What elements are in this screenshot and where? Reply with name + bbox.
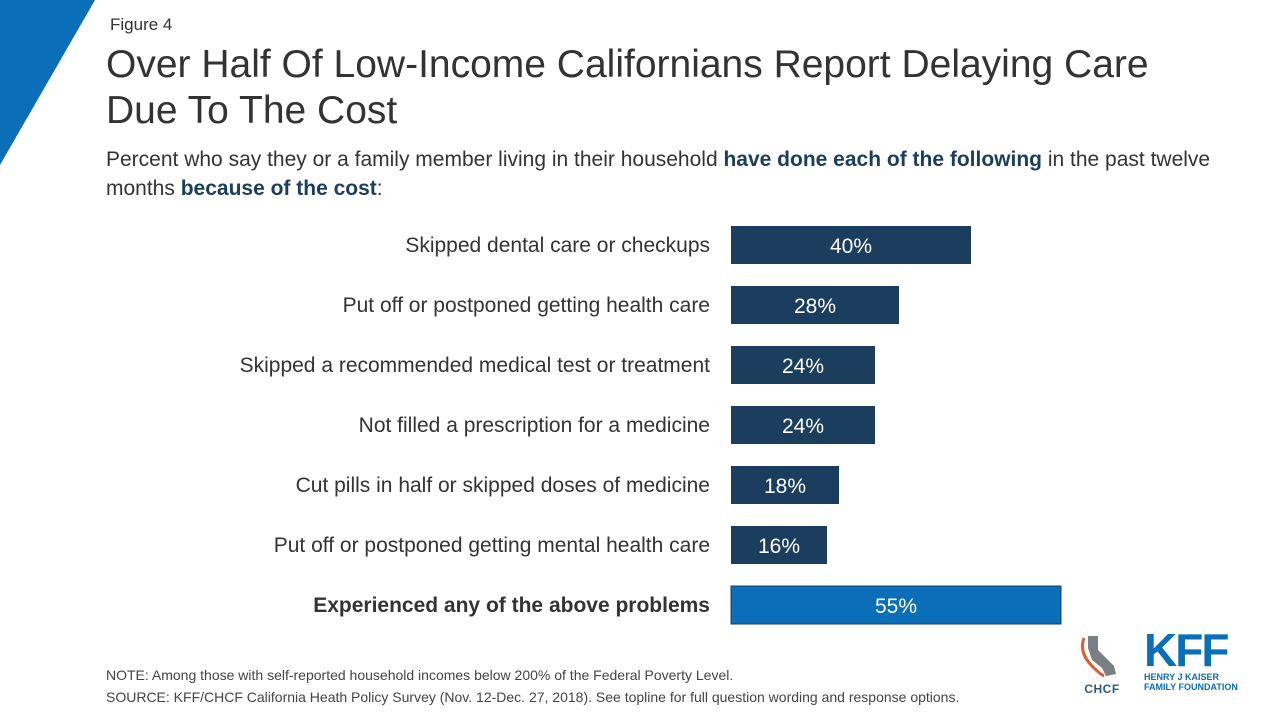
category-label-4: Cut pills in half or skipped doses of me…: [296, 474, 710, 497]
value-label-1: 28%: [794, 295, 836, 318]
source-text: SOURCE: KFF/CHCF California Heath Policy…: [106, 689, 960, 705]
kff-logo: KFF HENRY J KAISER FAMILY FOUNDATION: [1144, 624, 1244, 698]
value-label-6: 55%: [875, 595, 917, 618]
category-label-2: Skipped a recommended medical test or tr…: [240, 354, 711, 377]
bar-0: [731, 226, 971, 264]
subtitle-part2: in the past twelve months: [106, 148, 1211, 200]
value-label-5: 16%: [758, 535, 800, 558]
bar-2: [731, 346, 875, 384]
kff-logo-line2: FAMILY FOUNDATION: [1144, 682, 1238, 692]
subtitle-part3: :: [376, 177, 383, 200]
bar-5: [731, 526, 827, 564]
chart-title: Over Half Of Low-Income Californians Rep…: [106, 43, 1149, 132]
chart-subtitle: Percent who say they or a family member …: [106, 145, 1226, 203]
category-label-0: Skipped dental care or checkups: [405, 234, 710, 257]
corner-accent-triangle: [0, 0, 95, 165]
chcf-logo-text: CHCF: [1084, 682, 1120, 696]
value-label-3: 24%: [782, 415, 824, 438]
figure-label: Figure 4: [110, 15, 173, 34]
bar-1: [731, 286, 899, 324]
subtitle-part1: Percent who say they or a family member …: [106, 148, 724, 171]
footnote: NOTE: Among those with self-reported hou…: [106, 664, 959, 708]
bar-4: [731, 466, 839, 504]
value-label-0: 40%: [830, 235, 872, 258]
value-label-2: 24%: [782, 355, 824, 378]
category-label-6: Experienced any of the above problems: [313, 594, 710, 617]
note-text: NOTE: Among those with self-reported hou…: [106, 667, 734, 683]
california-icon: [1080, 636, 1116, 678]
kff-logo-line1: HENRY J KAISER: [1144, 672, 1220, 682]
category-label-5: Put off or postponed getting mental heal…: [274, 534, 710, 557]
subtitle-bold1: have done each of the following: [723, 148, 1042, 171]
bar-6: [730, 585, 1062, 625]
value-label-4: 18%: [764, 475, 806, 498]
chcf-logo: CHCF: [1078, 632, 1126, 696]
subtitle-bold2: because of the cost: [180, 177, 377, 200]
kff-logo-mark: KFF: [1144, 624, 1229, 676]
bar-3: [731, 406, 875, 444]
category-label-3: Not filled a prescription for a medicine: [359, 414, 710, 437]
category-label-1: Put off or postponed getting health care: [343, 294, 710, 317]
